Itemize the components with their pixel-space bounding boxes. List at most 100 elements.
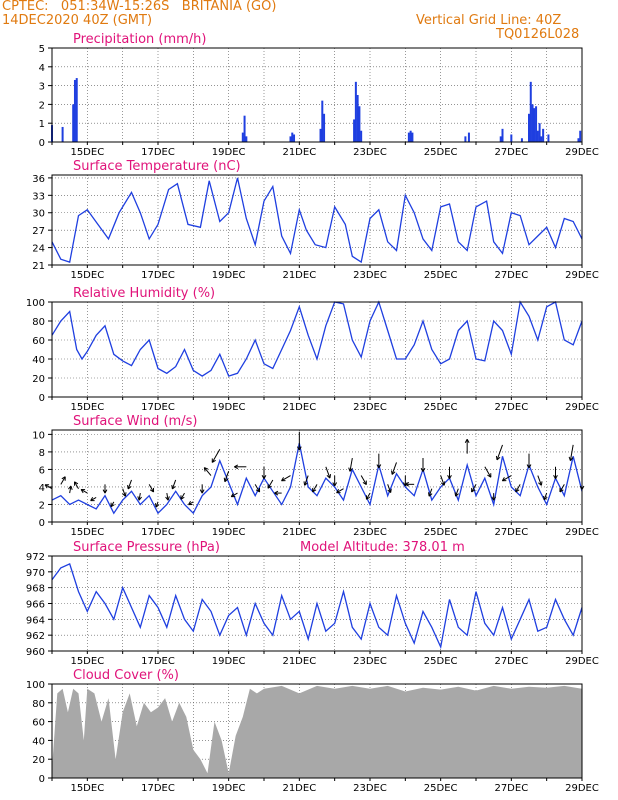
wind-arrow bbox=[440, 475, 446, 486]
y-tick-label: 100 bbox=[26, 298, 45, 309]
wind-arrow bbox=[223, 471, 230, 483]
temp-line bbox=[51, 177, 583, 264]
precip-bar bbox=[547, 134, 550, 142]
panel-frame bbox=[51, 429, 583, 523]
y-tick-label: 2 bbox=[39, 500, 45, 511]
wind-arrow bbox=[471, 484, 477, 493]
wind-arrow bbox=[464, 439, 470, 454]
y-tick-label: 8 bbox=[39, 448, 45, 459]
y-tick-label: 100 bbox=[26, 680, 45, 691]
x-tick-label: 17DEC bbox=[141, 527, 175, 538]
panel-precip: Precipitation (mm/h) 0 1 2 3 4 5 15DEC 17DEC 19DE… bbox=[39, 32, 599, 158]
wind-arrow bbox=[203, 467, 212, 476]
wind-arrow bbox=[60, 476, 66, 485]
wind-arrow bbox=[110, 501, 115, 508]
panel-frame bbox=[51, 47, 583, 143]
wind-arrow bbox=[405, 481, 415, 487]
panel-temp: Surface Temperature (nC) 21 24 27 30 33 36 15DE… bbox=[32, 159, 599, 281]
precip-bar bbox=[529, 81, 532, 142]
y-tick-label: 0 bbox=[39, 518, 45, 529]
y-tick-label: 40 bbox=[32, 355, 45, 366]
wind-arrow bbox=[180, 492, 185, 500]
y-tick-label: 972 bbox=[26, 552, 45, 563]
precip-bar bbox=[499, 136, 502, 142]
x-tick-label: 21DEC bbox=[282, 527, 316, 538]
precip-bar bbox=[75, 78, 78, 142]
y-tick-label: 6 bbox=[39, 465, 45, 476]
x-tick-label: 23DEC bbox=[353, 783, 387, 794]
y-tick-label: 60 bbox=[32, 718, 45, 729]
x-tick-label: 27DEC bbox=[494, 527, 528, 538]
x-tick-label: 15DEC bbox=[70, 147, 104, 158]
x-tick-label: 29DEC bbox=[565, 147, 599, 158]
wind-arrow bbox=[495, 444, 503, 461]
x-tick-label: 19DEC bbox=[212, 270, 246, 281]
x-tick-label: 17DEC bbox=[141, 656, 175, 667]
precip-bar bbox=[535, 106, 538, 142]
panel-title-cloud: Cloud Cover (%) bbox=[73, 668, 179, 683]
x-tick-label: 29DEC bbox=[565, 527, 599, 538]
wind-arrow bbox=[165, 492, 170, 501]
wind-arrow bbox=[447, 466, 452, 480]
header-model-code: TQ0126L028 bbox=[496, 27, 580, 42]
y-tick-label: 0 bbox=[39, 393, 45, 404]
x-tick-label: 25DEC bbox=[424, 402, 458, 413]
wind-arrow bbox=[74, 481, 79, 489]
wind-arrow bbox=[360, 475, 367, 485]
header-station: CPTEC: 051:34W-15:26S BRITANIA (GO) bbox=[2, 0, 277, 14]
wind-arrow bbox=[553, 466, 558, 480]
y-tick-label: 80 bbox=[32, 317, 45, 328]
wind-arrow bbox=[171, 479, 177, 490]
precip-bar bbox=[354, 81, 357, 142]
precip-bar bbox=[319, 128, 322, 142]
x-tick-label: 25DEC bbox=[424, 147, 458, 158]
panel-cloud: Cloud Cover (%) 0 20 40 60 80 100 15DEC 17DEC 19D… bbox=[26, 668, 599, 794]
precip-bar bbox=[289, 136, 292, 142]
precip-bar bbox=[577, 138, 580, 142]
wind-arrow bbox=[274, 490, 282, 496]
x-tick-label: 29DEC bbox=[565, 783, 599, 794]
wind-arrow bbox=[376, 453, 382, 469]
wind-arrow bbox=[303, 475, 309, 486]
precip-bar bbox=[536, 130, 539, 142]
x-tick-label: 27DEC bbox=[494, 783, 528, 794]
wind-arrow bbox=[568, 444, 574, 461]
wind-arrow bbox=[199, 484, 205, 494]
y-tick-label: 964 bbox=[26, 615, 45, 626]
y-tick-label: 60 bbox=[32, 336, 45, 347]
precip-bar bbox=[510, 134, 513, 142]
x-tick-label: 19DEC bbox=[212, 147, 246, 158]
x-tick-label: 23DEC bbox=[353, 527, 387, 538]
wind-arrow bbox=[543, 492, 548, 501]
y-tick-label: 962 bbox=[26, 631, 45, 642]
wind-arrow bbox=[102, 484, 108, 494]
header-date: 14DEC2020 40Z (GMT) bbox=[2, 13, 153, 28]
x-tick-label: 27DEC bbox=[494, 656, 528, 667]
x-tick-label: 27DEC bbox=[494, 270, 528, 281]
wind-arrow bbox=[68, 485, 73, 494]
y-tick-label: 36 bbox=[32, 174, 45, 185]
wind-arrow bbox=[148, 484, 155, 493]
precip-bar bbox=[73, 79, 76, 142]
x-tick-label: 29DEC bbox=[565, 656, 599, 667]
panel-frame bbox=[51, 301, 583, 398]
precip-bar bbox=[61, 126, 64, 142]
panel-frame bbox=[51, 174, 583, 266]
y-tick-label: 970 bbox=[26, 568, 45, 579]
y-tick-label: 0 bbox=[39, 138, 45, 149]
wind-arrow bbox=[537, 475, 543, 486]
x-tick-label: 25DEC bbox=[424, 783, 458, 794]
panel-pressure: Surface Pressure (hPa) Model Altitude: 37… bbox=[26, 540, 599, 667]
y-tick-label: 1 bbox=[39, 119, 45, 130]
precip-bar bbox=[245, 136, 248, 142]
wind-arrow bbox=[211, 449, 221, 463]
y-tick-label: 3 bbox=[39, 82, 45, 93]
y-tick-label: 40 bbox=[32, 736, 45, 747]
wind-arrow bbox=[365, 492, 371, 500]
x-tick-label: 23DEC bbox=[353, 656, 387, 667]
pressure-line bbox=[51, 563, 583, 650]
y-tick-label: 27 bbox=[32, 226, 45, 237]
y-tick-label: 20 bbox=[32, 755, 45, 766]
x-tick-label: 29DEC bbox=[565, 270, 599, 281]
panel-frame bbox=[51, 555, 583, 652]
